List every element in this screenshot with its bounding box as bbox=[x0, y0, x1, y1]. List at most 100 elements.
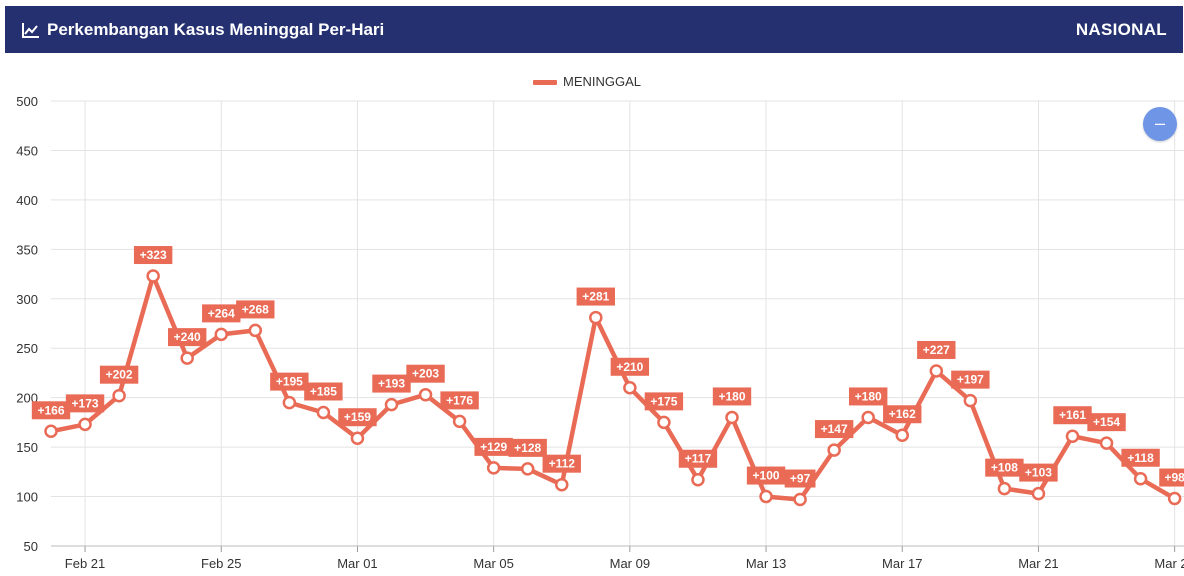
y-tick-label: 150 bbox=[16, 440, 38, 455]
data-label: +197 bbox=[957, 373, 984, 387]
data-label-box bbox=[406, 364, 445, 383]
data-point: +175 bbox=[644, 392, 684, 430]
data-label: +195 bbox=[276, 375, 303, 389]
data-label-box bbox=[65, 394, 105, 413]
data-label: +100 bbox=[753, 469, 780, 483]
x-tick-label: Mar 09 bbox=[610, 556, 650, 571]
data-label-box bbox=[678, 449, 718, 468]
data-point: +197 bbox=[951, 370, 990, 408]
y-tick-label: 250 bbox=[16, 341, 38, 356]
data-label-box bbox=[917, 340, 956, 359]
data-point: +180 bbox=[849, 387, 888, 425]
x-tick-label: Mar 01 bbox=[337, 556, 377, 571]
data-label: +180 bbox=[718, 389, 745, 403]
data-point: +112 bbox=[542, 454, 581, 492]
data-marker bbox=[997, 481, 1012, 496]
data-marker bbox=[895, 428, 909, 442]
data-label-box bbox=[338, 408, 377, 427]
data-marker bbox=[486, 461, 501, 475]
data-label-box bbox=[576, 287, 615, 306]
data-label-box bbox=[133, 246, 173, 265]
data-marker bbox=[44, 424, 58, 439]
data-label-box bbox=[99, 365, 139, 384]
data-label-box bbox=[951, 370, 990, 389]
x-tick-label: Mar 21 bbox=[1018, 556, 1058, 571]
data-point: +176 bbox=[440, 391, 479, 429]
chart-header: Perkembangan Kasus Meninggal Per-Hari NA… bbox=[5, 6, 1183, 53]
data-marker bbox=[1099, 436, 1114, 450]
data-marker bbox=[418, 387, 433, 402]
data-point: +166 bbox=[31, 401, 71, 439]
data-marker bbox=[520, 462, 535, 476]
y-tick-label: 350 bbox=[16, 242, 38, 257]
data-label-box bbox=[784, 469, 816, 488]
data-point: +98 bbox=[1159, 468, 1184, 506]
legend-swatch bbox=[533, 80, 557, 85]
data-marker bbox=[1167, 491, 1182, 506]
data-point: +159 bbox=[338, 408, 377, 445]
data-marker bbox=[350, 431, 365, 445]
data-label-box bbox=[1019, 463, 1058, 482]
data-point: +193 bbox=[372, 374, 411, 412]
data-marker bbox=[793, 492, 807, 507]
data-label: +162 bbox=[889, 407, 916, 421]
region-label: NASIONAL bbox=[1075, 19, 1167, 39]
series-line-meninggal bbox=[48, 273, 1177, 502]
data-label: +202 bbox=[106, 368, 133, 382]
data-label: +112 bbox=[549, 457, 576, 471]
data-label-box bbox=[712, 387, 752, 406]
data-label: +240 bbox=[174, 330, 201, 344]
data-marker bbox=[78, 417, 92, 432]
data-label: +118 bbox=[1127, 451, 1154, 465]
data-label: +185 bbox=[310, 385, 337, 399]
data-marker bbox=[759, 489, 773, 504]
legend: MENINGGAL bbox=[533, 74, 641, 89]
data-point: +173 bbox=[65, 394, 105, 432]
data-label-box bbox=[508, 438, 547, 457]
data-marker bbox=[248, 323, 263, 338]
data-label-box bbox=[168, 328, 207, 347]
data-label: +175 bbox=[650, 394, 677, 408]
x-tick-label: Mar 17 bbox=[882, 556, 922, 571]
data-label: +176 bbox=[446, 393, 473, 407]
data-label-box bbox=[1159, 468, 1184, 487]
data-label: +180 bbox=[855, 389, 882, 403]
data-point: +162 bbox=[883, 405, 922, 442]
data-label-box bbox=[372, 374, 411, 393]
data-label-box bbox=[985, 458, 1024, 477]
y-tick-label: 400 bbox=[16, 193, 38, 208]
data-label: +147 bbox=[821, 422, 848, 436]
data-label-box bbox=[31, 401, 71, 420]
data-label: +159 bbox=[344, 410, 371, 424]
data-label-box bbox=[236, 300, 275, 319]
data-label-box bbox=[202, 304, 241, 323]
data-point: +210 bbox=[610, 357, 650, 395]
x-tick-label: Mar 05 bbox=[473, 556, 513, 571]
data-label: +117 bbox=[685, 452, 712, 466]
data-label: +264 bbox=[208, 306, 235, 320]
data-marker bbox=[282, 395, 297, 410]
zoom-reset-button[interactable]: – bbox=[1143, 107, 1177, 141]
data-label: +166 bbox=[37, 403, 64, 417]
data-marker bbox=[861, 410, 875, 425]
y-tick-label: 100 bbox=[16, 490, 38, 505]
data-point: +281 bbox=[576, 287, 615, 325]
data-point: +264 bbox=[202, 304, 241, 342]
data-marker bbox=[929, 364, 944, 378]
data-point: +202 bbox=[99, 365, 139, 403]
data-marker bbox=[725, 410, 739, 425]
data-label-box bbox=[440, 391, 479, 410]
data-marker bbox=[112, 388, 126, 403]
data-label: +161 bbox=[1059, 408, 1086, 422]
line-chart-icon bbox=[22, 22, 39, 38]
data-point: +185 bbox=[304, 382, 343, 420]
data-label: +323 bbox=[140, 248, 167, 262]
x-tick-label: Mar 13 bbox=[746, 556, 786, 571]
data-marker bbox=[146, 269, 160, 283]
data-point: +118 bbox=[1121, 448, 1160, 486]
data-marker bbox=[623, 381, 637, 395]
data-label: +97 bbox=[790, 472, 811, 486]
y-tick-label: 500 bbox=[16, 94, 38, 109]
data-marker bbox=[589, 310, 603, 325]
data-point: +129 bbox=[474, 437, 513, 475]
